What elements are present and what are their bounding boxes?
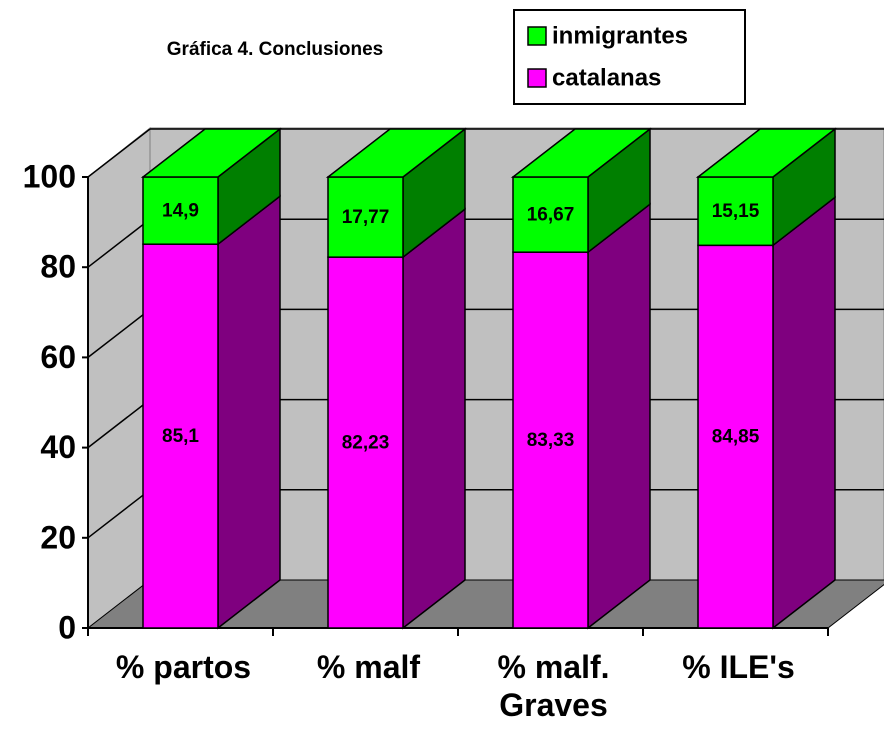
- bar-side: [217, 194, 281, 630]
- bar-top: [695, 128, 838, 178]
- bar-side: [402, 207, 466, 630]
- bar: [142, 243, 219, 629]
- grid-line: [87, 308, 151, 358]
- legend-label: inmigrantes: [552, 22, 688, 49]
- x-tick-label: % malf: [316, 649, 421, 685]
- data-label: 16,67: [527, 205, 575, 226]
- bar: [327, 256, 404, 629]
- y-tick-label: 100: [23, 158, 76, 194]
- data-label: 14,9: [162, 201, 199, 222]
- grid-line: [87, 218, 151, 268]
- bar: [697, 244, 774, 629]
- y-tick-label: 80: [40, 249, 76, 285]
- bar: [327, 176, 404, 258]
- legend-box: [513, 9, 746, 105]
- data-label: 85,1: [162, 426, 199, 447]
- grid-line: [87, 399, 151, 449]
- bar-top: [510, 128, 653, 178]
- y-tick-label: 60: [40, 339, 76, 375]
- legend-swatch: [527, 26, 547, 46]
- bar-top: [140, 128, 283, 178]
- bar: [142, 176, 219, 245]
- grid-line: [87, 489, 151, 539]
- bar-side: [587, 202, 651, 630]
- x-tick-label: % ILE's: [682, 649, 795, 685]
- data-label: 15,15: [712, 201, 760, 222]
- y-tick-label: 20: [40, 519, 76, 555]
- legend-label: catalanas: [552, 64, 661, 91]
- grid-line: [87, 128, 151, 178]
- legend-swatch: [527, 68, 547, 88]
- x-tick-label: % partos: [115, 649, 252, 685]
- bar-side: [772, 195, 836, 630]
- data-label: 83,33: [527, 430, 575, 451]
- bar-top: [325, 128, 468, 178]
- y-tick-label: 40: [40, 429, 76, 465]
- chart-title: Gráfica 4. Conclusiones: [167, 39, 383, 60]
- x-tick-label: % malf. Graves: [497, 649, 610, 723]
- data-label: 84,85: [712, 427, 760, 448]
- data-label: 17,77: [342, 207, 390, 228]
- left-wall: [87, 126, 151, 630]
- data-label: 82,23: [342, 433, 390, 454]
- y-tick-label: 0: [58, 609, 76, 645]
